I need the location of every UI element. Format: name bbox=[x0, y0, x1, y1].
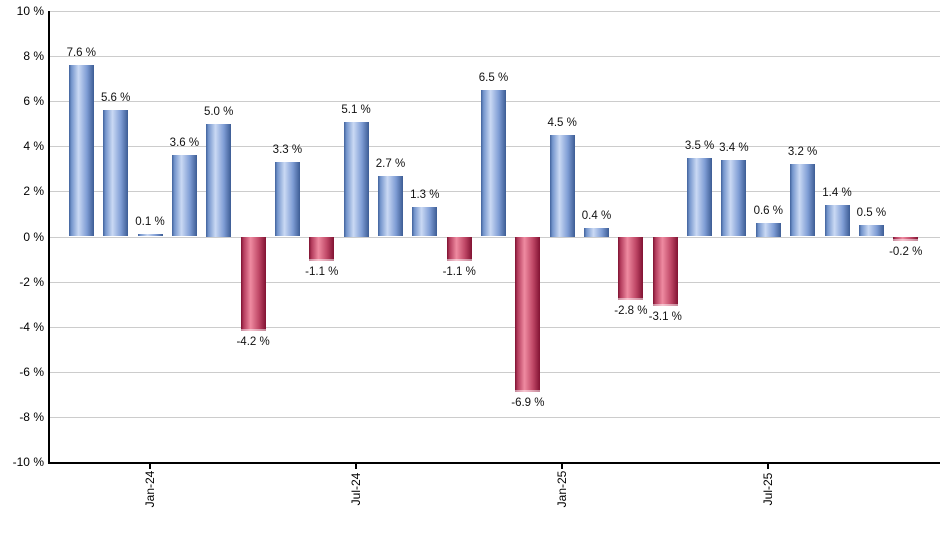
bar-value-label: 3.5 % bbox=[684, 139, 715, 152]
negative-bar bbox=[893, 236, 919, 241]
bar-value-label: -4.2 % bbox=[236, 336, 270, 349]
gridline bbox=[48, 326, 940, 328]
gridline bbox=[48, 56, 940, 58]
y-axis-tick-label: 8 % bbox=[23, 49, 44, 64]
bar-value-label: 5.6 % bbox=[100, 92, 131, 105]
y-axis-tick-label: -10 % bbox=[12, 455, 44, 469]
x-axis-tick-label: Jul-25 bbox=[761, 472, 776, 506]
bar-value-label: 0.6 % bbox=[753, 205, 783, 217]
bar-value-label: -1.1 % bbox=[442, 266, 476, 279]
bar-value-label: 5.1 % bbox=[341, 103, 371, 116]
y-axis-tick-label: 2 % bbox=[23, 184, 44, 199]
bar-value-label: 0.1 % bbox=[135, 216, 165, 229]
bar-bottom-highlight bbox=[515, 390, 541, 393]
bar-value-label: -1.1 % bbox=[305, 266, 339, 279]
y-axis-tick-label: -4 % bbox=[19, 319, 44, 334]
bar-value-label: 6.5 % bbox=[478, 71, 509, 84]
positive-bar bbox=[274, 162, 300, 237]
gridline bbox=[48, 371, 940, 373]
bar-bottom-highlight bbox=[652, 304, 678, 307]
bar-value-label: 3.6 % bbox=[169, 137, 200, 150]
positive-bar bbox=[103, 110, 129, 237]
bar-value-label: 2.7 % bbox=[375, 157, 406, 170]
gridline bbox=[48, 236, 940, 238]
bar-bottom-highlight bbox=[309, 259, 335, 262]
y-axis-tick-label: 4 % bbox=[23, 139, 44, 154]
positive-bar bbox=[858, 225, 884, 237]
y-axis-tick-label: -8 % bbox=[19, 409, 44, 424]
negative-bar bbox=[652, 236, 678, 307]
negative-bar bbox=[240, 236, 266, 332]
bar-value-label: -6.9 % bbox=[511, 397, 545, 410]
gridline bbox=[48, 11, 940, 12]
x-axis-tick-label: Jul-24 bbox=[349, 472, 364, 506]
bar-value-label: -0.2 % bbox=[889, 246, 923, 258]
y-axis-tick-label: -6 % bbox=[19, 364, 44, 379]
gridline bbox=[48, 416, 940, 418]
negative-bar bbox=[515, 236, 541, 393]
x-axis-tick-mark bbox=[561, 464, 564, 469]
positive-bar bbox=[790, 164, 816, 237]
x-axis-tick-mark bbox=[355, 464, 358, 469]
bar-bottom-highlight bbox=[240, 329, 266, 332]
y-axis-line bbox=[48, 11, 50, 464]
x-axis-tick-mark bbox=[149, 464, 151, 469]
bar-bottom-highlight bbox=[446, 259, 472, 262]
bar-value-label: 1.3 % bbox=[410, 189, 440, 202]
x-axis-line bbox=[48, 462, 940, 464]
bar-value-label: -2.8 % bbox=[614, 304, 648, 317]
y-axis-tick-label: 0 % bbox=[23, 229, 44, 244]
bar-value-label: 3.4 % bbox=[719, 141, 749, 154]
x-axis-tick-label: Jan-25 bbox=[555, 470, 570, 508]
positive-bar bbox=[481, 89, 506, 237]
positive-bar bbox=[824, 204, 850, 237]
positive-bar bbox=[549, 135, 575, 237]
y-axis-tick-label: 10 % bbox=[16, 4, 44, 18]
positive-bar bbox=[687, 157, 713, 237]
bar-value-label: 5.0 % bbox=[203, 105, 234, 118]
negative-bar bbox=[446, 236, 472, 262]
bar-value-label: 3.2 % bbox=[787, 146, 818, 159]
positive-bar bbox=[584, 227, 609, 237]
positive-bar bbox=[721, 159, 747, 237]
positive-bar bbox=[137, 234, 163, 237]
positive-bar bbox=[206, 123, 232, 237]
positive-bar bbox=[68, 65, 94, 237]
bar-value-label: 7.6 % bbox=[66, 47, 96, 60]
negative-bar bbox=[618, 236, 644, 300]
bar-value-label: 1.4 % bbox=[822, 186, 852, 199]
negative-bar bbox=[309, 236, 335, 262]
y-axis-tick-label: -2 % bbox=[19, 274, 44, 289]
bar-value-label: 4.5 % bbox=[547, 117, 577, 129]
x-axis-tick-label: Jan-24 bbox=[143, 470, 157, 508]
positive-bar bbox=[755, 223, 781, 237]
bar-value-label: -3.1 % bbox=[648, 311, 682, 324]
positive-bar bbox=[171, 155, 197, 237]
bar-value-label: 0.5 % bbox=[856, 207, 887, 220]
bar-bottom-highlight bbox=[893, 239, 919, 241]
bar-value-label: 0.4 % bbox=[581, 209, 612, 222]
y-axis-tick-label: 6 % bbox=[23, 94, 44, 109]
bar-bottom-highlight bbox=[618, 297, 644, 300]
x-axis-tick-mark bbox=[767, 464, 770, 469]
positive-bar bbox=[378, 175, 403, 237]
bar-value-label: 3.3 % bbox=[272, 144, 303, 157]
gridline bbox=[48, 281, 940, 283]
positive-bar bbox=[343, 121, 369, 237]
positive-bar bbox=[412, 207, 438, 237]
